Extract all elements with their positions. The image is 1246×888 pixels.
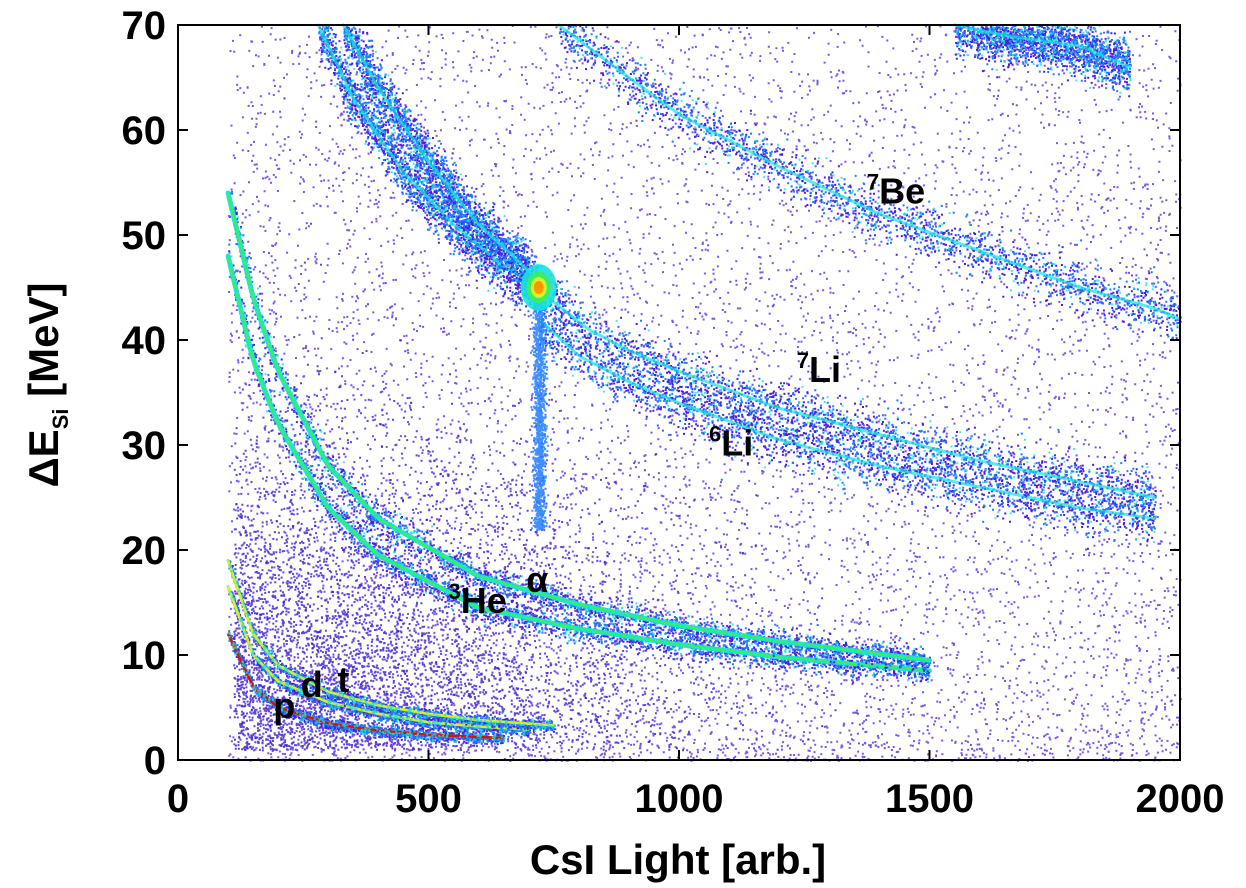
- y-tick-label: 40: [122, 319, 167, 363]
- band-Be7: [557, 23, 1182, 341]
- band-Li7: [547, 280, 1157, 528]
- y-tick-label: 50: [122, 214, 167, 258]
- band-d: [226, 585, 531, 738]
- particle-label: 7Li: [797, 348, 841, 390]
- x-axis-label: CsI Light [arb.]: [530, 836, 826, 883]
- punch-through-line: [529, 298, 550, 531]
- particle-label: 6Li: [709, 422, 753, 464]
- y-tick-label: 70: [122, 4, 167, 48]
- x-tick-label: 0: [167, 777, 189, 821]
- band-Be-upper: [953, 23, 1132, 101]
- vertical-events: [529, 298, 550, 531]
- band-Li6: [537, 298, 1157, 550]
- particle-label: 3He: [449, 579, 507, 621]
- particle-label: p: [273, 685, 295, 726]
- band-p: [226, 630, 506, 747]
- particle-labels: pd t 3He α 6Li 7Li 7Be: [273, 170, 925, 727]
- particle-label: d: [301, 664, 323, 705]
- band-t: [226, 559, 556, 733]
- y-tick-label: 30: [122, 424, 167, 468]
- particle-bands: [225, 23, 1182, 747]
- band-alpha: [225, 190, 932, 674]
- band-alpha-punch: [341, 23, 531, 300]
- y-axis-ticks: 0 10 20 30 40 50 60 70: [122, 4, 1180, 783]
- y-tick-label: 20: [122, 529, 167, 573]
- low-energy-cloud: [233, 119, 1137, 752]
- y-tick-label: 0: [144, 739, 166, 783]
- particle-label: t: [337, 659, 349, 700]
- particle-label: α: [526, 559, 548, 600]
- x-tick-label: 2000: [1136, 777, 1225, 821]
- band-He3: [225, 243, 932, 684]
- alpha-punch-hotspot: [520, 264, 557, 311]
- x-axis-ticks: 0 500 1000 1500 2000: [167, 25, 1225, 821]
- x-tick-label: 1000: [635, 777, 724, 821]
- y-axis-label: ΔESi [MeV]: [20, 282, 73, 487]
- x-tick-label: 500: [395, 777, 462, 821]
- x-tick-label: 1500: [885, 777, 974, 821]
- particle-label: 7Be: [867, 170, 925, 212]
- y-tick-label: 60: [122, 109, 167, 153]
- y-tick-label: 10: [122, 634, 167, 678]
